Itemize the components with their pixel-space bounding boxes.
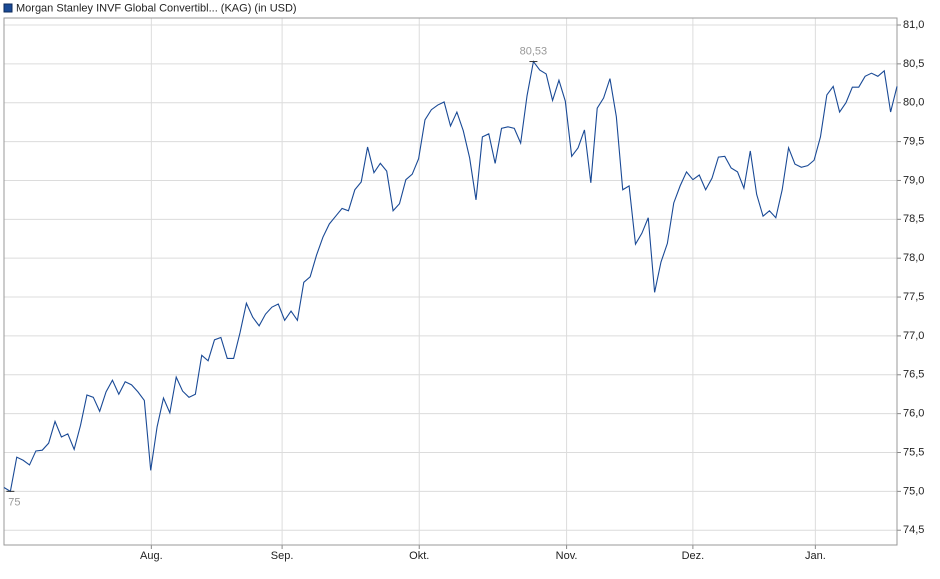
y-tick-label: 75,0 xyxy=(903,485,924,497)
y-tick-label: 79,0 xyxy=(903,174,924,186)
y-tick-label: 78,0 xyxy=(903,252,924,264)
y-tick-label: 76,0 xyxy=(903,408,924,420)
x-tick-label: Sep. xyxy=(271,550,294,562)
y-tick-label: 79,5 xyxy=(903,135,924,147)
y-tick-label: 80,0 xyxy=(903,97,924,109)
x-tick-label: Okt. xyxy=(409,550,429,562)
y-tick-label: 76,5 xyxy=(903,369,924,381)
x-tick-label: Nov. xyxy=(556,550,578,562)
y-tick-label: 80,5 xyxy=(903,58,924,70)
x-tick-label: Jan. xyxy=(805,550,826,562)
y-tick-label: 75,5 xyxy=(903,446,924,458)
y-tick-label: 78,5 xyxy=(903,213,924,225)
legend-swatch xyxy=(3,3,13,13)
y-tick-label: 77,0 xyxy=(903,330,924,342)
legend-label: Morgan Stanley INVF Global Convertibl...… xyxy=(16,2,297,14)
y-tick-label: 74,5 xyxy=(903,524,924,536)
series-line xyxy=(3,60,898,493)
x-tick-label: Dez. xyxy=(682,550,705,562)
x-tick-label: Aug. xyxy=(140,550,163,562)
value-label: 75 xyxy=(8,496,20,508)
y-tick-label: 77,5 xyxy=(903,291,924,303)
value-label: 80,53 xyxy=(520,45,548,57)
y-tick-label: 81,0 xyxy=(903,19,924,31)
plot-frame xyxy=(3,17,898,546)
